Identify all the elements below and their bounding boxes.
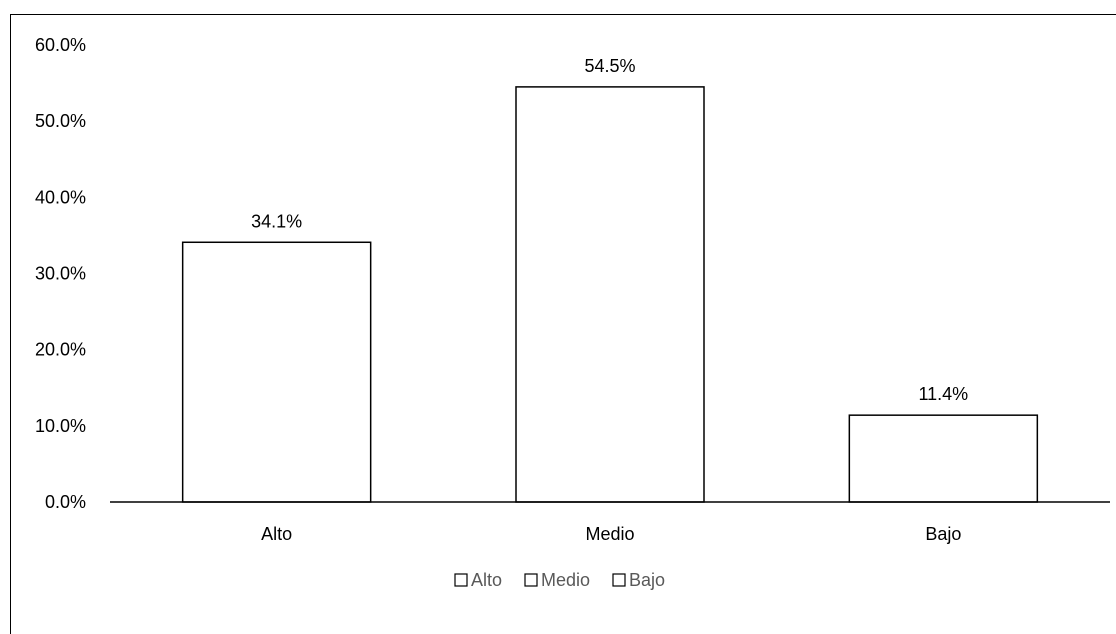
legend-swatch (524, 573, 538, 587)
bar-alto (181, 241, 372, 503)
y-tick-label: 50.0% (35, 111, 86, 131)
legend-label: Bajo (629, 570, 665, 590)
bar-chart: 0.0% 10.0% 20.0% 30.0% 40.0% 50.0% 60.0% 34.1% A… (35, 35, 1110, 590)
legend-swatch (454, 573, 468, 587)
legend-label: Alto (471, 570, 502, 590)
y-tick-label: 30.0% (35, 264, 86, 284)
bar-bajo (848, 414, 1039, 503)
data-label: 54.5% (584, 56, 635, 76)
chart-frame (10, 14, 1116, 634)
data-label: 34.1% (251, 211, 302, 231)
y-tick-label: 10.0% (35, 416, 86, 436)
x-tick-label: Bajo (925, 524, 961, 544)
y-tick-label: 60.0% (35, 35, 86, 55)
legend-label: Medio (541, 570, 590, 590)
legend-swatch (612, 573, 626, 587)
y-tick-label: 40.0% (35, 187, 86, 207)
y-tick-label: 20.0% (35, 340, 86, 360)
bar-medio (515, 86, 705, 503)
data-label: 11.4% (918, 384, 968, 404)
x-tick-label: Medio (585, 524, 634, 544)
y-tick-label: 0.0% (45, 492, 86, 512)
x-tick-label: Alto (261, 524, 292, 544)
